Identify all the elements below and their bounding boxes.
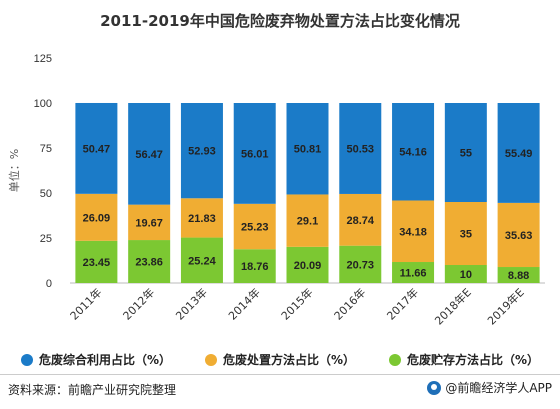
data-label: 23.86 xyxy=(135,257,163,269)
bar-segment xyxy=(128,204,171,241)
data-label: 55.49 xyxy=(505,148,533,160)
legend-swatch xyxy=(20,353,33,366)
data-label: 26.09 xyxy=(83,212,111,224)
bar-segment xyxy=(339,245,382,283)
legend-swatch xyxy=(204,353,217,366)
x-tick-label: 2018年E xyxy=(432,285,474,327)
data-label: 35 xyxy=(460,229,472,241)
data-label: 18.76 xyxy=(241,261,269,273)
bar-segment xyxy=(75,102,118,194)
data-label: 34.18 xyxy=(399,226,427,238)
data-label: 55 xyxy=(460,148,472,160)
y-tick-label: 100 xyxy=(34,98,52,110)
brand-logo-icon xyxy=(427,380,442,395)
data-label: 54.16 xyxy=(399,147,427,159)
bar-segment xyxy=(180,103,223,199)
bar-segment xyxy=(75,193,118,241)
data-label: 50.47 xyxy=(83,143,111,155)
bar-segment xyxy=(444,265,487,283)
data-label: 50.81 xyxy=(294,144,322,156)
bar-segment xyxy=(233,249,276,283)
data-label: 23.45 xyxy=(83,257,111,269)
data-label: 29.1 xyxy=(297,216,318,228)
y-tick-label: 0 xyxy=(46,278,52,290)
x-tick-label: 2011年 xyxy=(67,285,104,322)
bar-segment xyxy=(128,240,171,283)
brand-credit: @前瞻经济学人APP xyxy=(427,379,552,396)
data-label: 25.23 xyxy=(241,222,269,234)
bar-segment xyxy=(392,103,435,201)
brand-text: @前瞻经济学人APP xyxy=(445,381,552,395)
legend-item: 危废处置方法占比（%） xyxy=(204,351,356,368)
data-label: 11.66 xyxy=(400,268,427,280)
data-label: 25.24 xyxy=(188,255,216,267)
legend-label: 危废综合利用占比（%） xyxy=(38,353,171,367)
x-tick-label: 2017年 xyxy=(384,285,421,322)
legend: 危废综合利用占比（%） 危废处置方法占比（%） 危废贮存方法占比（%） xyxy=(0,351,560,368)
data-label: 56.47 xyxy=(135,149,163,161)
x-tick-label: 2014年 xyxy=(225,285,262,322)
legend-label: 危废贮存方法占比（%） xyxy=(407,353,540,367)
bar-segment xyxy=(497,103,540,203)
y-tick-label: 75 xyxy=(40,143,52,155)
x-tick-label: 2016年 xyxy=(331,285,368,322)
bar-segment xyxy=(444,202,487,265)
bar-segment xyxy=(497,202,540,268)
data-label: 28.74 xyxy=(347,215,375,227)
bar-segment xyxy=(128,103,171,205)
data-label: 52.93 xyxy=(188,146,216,158)
data-label: 20.09 xyxy=(294,260,322,272)
bar-segment xyxy=(497,267,540,283)
bar-segment xyxy=(180,198,223,238)
bar-segment xyxy=(392,200,435,263)
x-tick-label: 2019年E xyxy=(484,285,526,327)
data-label: 10 xyxy=(460,269,472,281)
bar-segment xyxy=(286,194,329,247)
legend-item: 危废综合利用占比（%） xyxy=(20,351,171,368)
legend-swatch xyxy=(389,353,402,366)
bar-segment xyxy=(286,246,329,283)
data-label: 56.01 xyxy=(241,148,269,160)
footer-divider xyxy=(0,374,560,375)
data-label: 35.63 xyxy=(505,230,533,242)
y-axis-label: 单位：% xyxy=(7,149,21,192)
stacked-bar-chart: 单位：% 0 25 50 75 100 125 23.45 26.09 50.47 2011年 23.… xyxy=(7,53,545,328)
legend-item: 危废贮存方法占比（%） xyxy=(389,351,539,368)
legend-label: 危废处置方法占比（%） xyxy=(222,353,356,367)
bar-segment xyxy=(233,103,276,204)
source-note: 资料来源：前瞻产业研究院整理 xyxy=(8,383,177,397)
bar-segment xyxy=(339,103,382,194)
bar-segment xyxy=(75,240,118,283)
chart-title: 2011-2019年中国危险废弃物处置方法占比变化情况 xyxy=(100,12,460,30)
data-label: 50.53 xyxy=(347,143,375,155)
y-tick-label: 125 xyxy=(34,53,52,65)
data-label: 20.73 xyxy=(347,259,375,271)
y-tick-label: 50 xyxy=(40,188,52,200)
y-tick-label: 25 xyxy=(40,233,52,245)
data-label: 19.67 xyxy=(135,217,163,229)
bar-segment xyxy=(233,203,276,250)
bar-segment xyxy=(392,262,435,283)
bar-segment xyxy=(286,103,329,195)
bar-segment xyxy=(339,193,382,246)
bar-segment xyxy=(444,103,487,202)
x-tick-label: 2015年 xyxy=(278,285,315,322)
bar-segment xyxy=(180,237,223,283)
data-label: 8.88 xyxy=(508,270,529,282)
x-tick-label: 2012年 xyxy=(120,285,157,322)
x-tick-label: 2013年 xyxy=(173,285,210,322)
data-label: 21.83 xyxy=(188,213,216,225)
